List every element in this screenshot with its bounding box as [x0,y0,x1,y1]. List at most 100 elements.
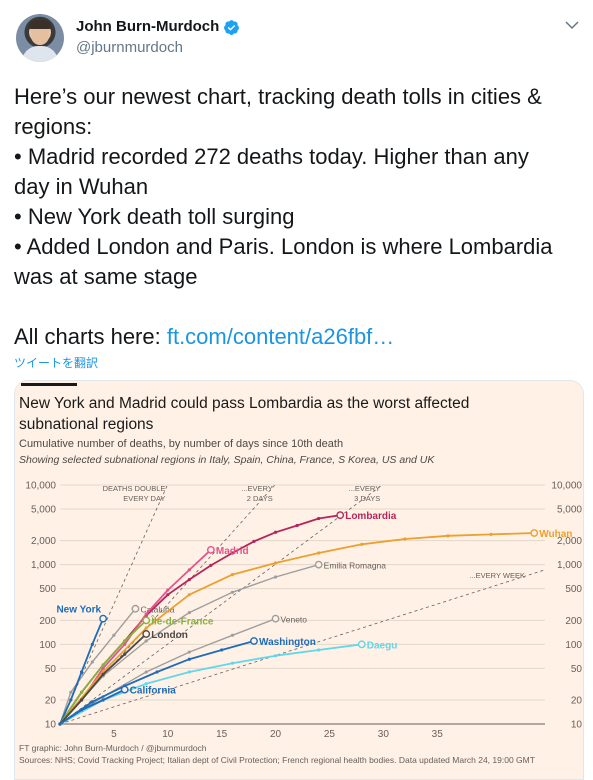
charts-link-line: All charts here: ft.com/content/a26fbf… [14,322,584,352]
author-handle[interactable]: @jburnmurdoch [76,39,183,56]
data-point [101,663,105,667]
data-point [123,642,127,646]
y-tick-label-left: 200 [39,616,56,627]
chart-credit: FT graphic: John Burn-Murdoch / @jburnmu… [19,743,207,753]
tweet-header: John Burn-Murdoch @jburnmurdoch [16,14,581,66]
data-point [295,523,299,528]
data-point [144,612,148,616]
series-line [59,688,126,725]
data-point [58,722,62,726]
y-tick-label-left: 2,000 [31,536,56,547]
y-tick-label-right: 2,000 [557,536,582,547]
data-point [187,657,191,661]
data-point [230,633,235,637]
tweet-text-line: was at same stage [14,264,198,289]
data-point [79,690,84,694]
y-tick-label-right: 20 [571,696,583,707]
author-name[interactable]: John Burn-Murdoch [76,18,220,35]
y-tick-label-left: 100 [39,640,56,651]
series-label: Washington [259,637,316,648]
data-point [489,532,493,536]
data-point [187,611,191,615]
y-tick-label-left: 5,000 [31,504,56,515]
reference-line-label: ...EVERY [349,484,381,493]
tweet-body: Here’s our newest chart, tracking death … [14,82,584,352]
data-point [166,593,170,597]
chart-subtitle-detail: Showing selected subnational regions in … [19,454,435,466]
series-end-marker [142,630,151,638]
avatar[interactable] [16,14,64,62]
tweet-text-line: regions: [14,114,93,139]
series-end-marker [99,614,108,623]
reference-line-label: 2 DAYS [247,494,273,503]
series-label: Veneto [281,615,308,625]
doubling-reference-line [59,569,546,725]
data-point [273,575,278,579]
data-point [230,661,235,665]
chart-image-card[interactable]: New York and Madrid could pass Lombardia… [14,380,584,780]
data-point [220,648,224,652]
reference-line-label: DEATHS DOUBLE [103,484,166,493]
data-point [144,626,148,630]
series-label: Emilia Romagna [324,561,387,571]
data-point [273,654,278,658]
data-point [446,534,450,538]
doubling-reference-line [59,484,383,725]
translate-tweet-link[interactable]: ツイートを翻訳 [14,356,99,370]
x-tick-label: 5 [111,729,117,740]
tweet-text-line: • New York death toll surging [14,204,295,229]
x-tick-label: 30 [378,729,390,740]
data-point [187,568,191,572]
series-label: New York [56,605,101,616]
data-point [69,698,73,702]
data-point [101,698,105,702]
data-point [144,670,148,674]
data-point [317,648,321,652]
y-tick-label-right: 200 [565,616,582,627]
y-tick-label-right: 500 [565,584,582,595]
series-end-marker [336,511,345,520]
data-point [273,530,278,534]
data-point [79,698,84,702]
data-point [403,537,407,541]
data-point [90,700,94,704]
chevron-down-icon[interactable] [563,16,581,34]
y-tick-label-left: 10 [45,720,57,731]
data-point [144,639,148,643]
data-point [187,577,191,582]
x-tick-label: 20 [270,729,282,740]
x-tick-label: 15 [216,729,228,740]
series-end-marker [357,640,366,649]
data-point [273,561,278,565]
line-chart: 10 10 20 20 50 50 100 100 200 200 500 500 1,000 1,000… [25,481,583,741]
chart-subtitle: Cumulative number of deaths, by number o… [19,438,344,450]
series-label: Lombardia [345,511,397,522]
tweet-text-line: • Madrid recorded 272 deaths today. High… [14,144,529,169]
y-tick-label-right: 50 [571,664,583,675]
reference-line-label: ...EVERY WEEK [469,571,525,580]
series-label: Madrid [216,546,249,557]
article-link[interactable]: ft.com/content/a26fbf… [166,324,395,349]
x-tick-label: 10 [162,729,174,740]
data-point [69,690,73,694]
reference-line-label: EVERY DAY [123,494,165,503]
y-tick-label-right: 100 [565,640,582,651]
y-tick-label-right: 5,000 [557,504,582,515]
series-end-marker [314,560,323,569]
tweet-text-line: • Added London and Paris. London is wher… [14,234,553,259]
series-end-marker [131,604,140,613]
series-label: Île-de-France [150,614,214,627]
data-point [123,639,127,643]
data-point [112,633,116,637]
data-point [90,642,94,646]
data-point [230,590,235,594]
data-point [123,652,127,656]
chart-title-line1: New York and Madrid could pass Lombardia… [19,395,470,412]
data-point [317,551,321,555]
series-label: Daegu [367,640,398,651]
series-end-marker [120,685,129,694]
doubling-reference-line [59,484,168,725]
reference-line-label: 3 DAYS [354,494,380,503]
series-label: London [151,630,188,641]
ft-top-bar [15,381,583,386]
